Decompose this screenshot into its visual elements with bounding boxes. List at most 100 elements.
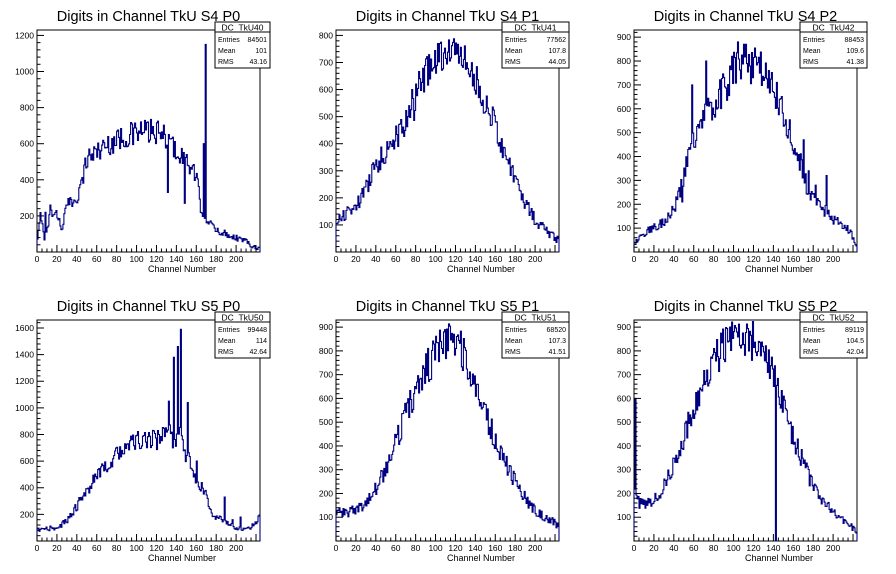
chart-title: Digits in Channel TkU S5 P1 [356, 299, 540, 315]
x-tick-label: 60 [92, 543, 102, 553]
stats-key: Mean [218, 48, 236, 55]
stats-value: 43.16 [249, 59, 267, 66]
stats-value: 99448 [248, 327, 268, 334]
stats-value: 41.51 [548, 349, 566, 356]
y-tick-label: 1000 [15, 403, 34, 413]
x-tick-label: 0 [334, 254, 339, 264]
x-tick-label: 120 [149, 254, 163, 264]
stats-box [501, 311, 570, 359]
x-tick-label: 40 [72, 543, 82, 553]
x-tick-label: 0 [35, 254, 40, 264]
x-tick-label: 160 [488, 254, 502, 264]
y-tick-label: 500 [319, 417, 333, 427]
chart-title: Digits in Channel TkU S4 P0 [57, 9, 241, 25]
x-tick-label: 60 [391, 254, 401, 264]
stats-key: Entries [505, 37, 527, 44]
chart-title: Digits in Channel TkU S4 P1 [356, 9, 540, 25]
x-tick-label: 120 [149, 543, 163, 553]
stats-key: Entries [505, 327, 527, 334]
x-tick-label: 120 [746, 543, 760, 553]
stats-key: RMS [218, 59, 234, 66]
y-tick-label: 600 [20, 456, 34, 466]
x-tick-label: 100 [726, 543, 740, 553]
x-tick-label: 160 [786, 543, 800, 553]
plot-frame [335, 29, 560, 253]
stats-value: 44.05 [548, 59, 566, 66]
stats-value: 114 [256, 338, 267, 345]
stats-key: Mean [218, 338, 236, 345]
y-tick-label: 200 [20, 509, 34, 519]
x-tick-label: 180 [806, 543, 820, 553]
y-tick-label: 800 [319, 346, 333, 356]
y-tick-label: 600 [319, 393, 333, 403]
stats-box [501, 21, 570, 69]
y-tick-label: 600 [20, 139, 34, 149]
histogram-panel: Digits in Channel TkU S5 P2 0 20 40 60 80 100 1… [617, 299, 868, 563]
y-tick-label: 200 [617, 199, 631, 209]
x-tick-label: 60 [689, 543, 699, 553]
x-tick-label: 200 [229, 543, 243, 553]
stats-value: 107.8 [548, 48, 566, 55]
x-tick-label: 40 [669, 254, 679, 264]
stats-box [214, 21, 271, 69]
x-tick-label: 100 [428, 254, 442, 264]
y-tick-label: 900 [617, 32, 631, 42]
y-tick-label: 500 [617, 417, 631, 427]
y-tick-label: 200 [319, 488, 333, 498]
x-tick-label: 100 [129, 543, 143, 553]
histogram-panel: Digits in Channel TkU S4 P1 0 20 40 60 80 100 1… [319, 9, 570, 274]
histogram-panel: Digits in Channel TkU S4 P2 0 20 40 60 80 100 1… [617, 9, 868, 274]
x-tick-label: 40 [371, 254, 381, 264]
x-axis-label: Channel Number [148, 553, 216, 563]
plot-frame [633, 29, 858, 253]
stats-value: 107.3 [548, 338, 566, 345]
x-axis-label: Channel Number [447, 553, 515, 563]
y-tick-label: 1200 [15, 376, 34, 386]
y-tick-label: 900 [319, 322, 333, 332]
stats-value: 68520 [547, 327, 567, 334]
x-tick-label: 60 [391, 543, 401, 553]
stats-name: DC_TkU51 [514, 313, 556, 323]
stats-name: DC_TkU42 [812, 23, 854, 33]
x-tick-label: 20 [649, 543, 659, 553]
y-tick-label: 300 [319, 166, 333, 176]
x-tick-label: 200 [528, 543, 542, 553]
x-tick-label: 80 [112, 543, 122, 553]
x-tick-label: 200 [528, 254, 542, 264]
x-tick-label: 20 [52, 543, 62, 553]
x-tick-label: 120 [746, 254, 760, 264]
stats-box [799, 21, 868, 69]
y-tick-label: 200 [617, 488, 631, 498]
y-tick-label: 400 [319, 441, 333, 451]
plot-frame [633, 319, 858, 542]
x-axis-label: Channel Number [447, 264, 515, 274]
stats-value: 109.6 [846, 48, 864, 55]
stats-key: RMS [218, 349, 234, 356]
x-tick-label: 0 [632, 254, 637, 264]
stats-name: DC_TkU41 [514, 23, 556, 33]
y-tick-label: 700 [617, 80, 631, 90]
stats-name: DC_TkU50 [221, 313, 263, 323]
x-tick-label: 80 [411, 543, 421, 553]
stats-key: RMS [803, 59, 819, 66]
y-tick-label: 700 [319, 57, 333, 67]
chart-title: Digits in Channel TkU S5 P2 [654, 299, 838, 315]
stats-value: 42.64 [249, 349, 267, 356]
histogram-series [633, 41, 858, 252]
y-tick-label: 100 [617, 512, 631, 522]
x-tick-label: 100 [129, 254, 143, 264]
plot-frame [36, 319, 261, 542]
stats-value: 84501 [248, 37, 268, 44]
stats-key: RMS [505, 59, 521, 66]
y-tick-label: 900 [617, 322, 631, 332]
plot-frame [335, 319, 560, 542]
y-tick-label: 800 [617, 346, 631, 356]
x-tick-label: 180 [508, 254, 522, 264]
histogram-series [36, 328, 261, 541]
y-tick-label: 400 [20, 175, 34, 185]
stats-value: 101 [255, 48, 267, 55]
x-tick-label: 200 [229, 254, 243, 264]
y-tick-label: 1000 [15, 67, 34, 77]
y-tick-label: 200 [20, 211, 34, 221]
